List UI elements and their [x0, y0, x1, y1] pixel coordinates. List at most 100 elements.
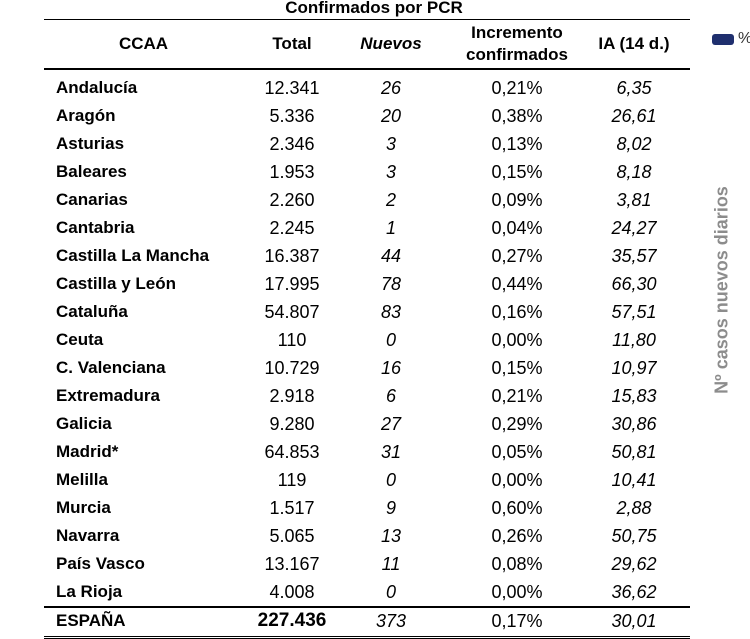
cell-ia: 2,88	[616, 498, 652, 518]
cell-total: 1.517	[269, 498, 315, 518]
cell-ccaa: Cataluña	[56, 302, 128, 321]
cell-ccaa: Navarra	[56, 526, 120, 545]
table-row: Extremadura 2.918 6 0,21% 15,83	[44, 382, 690, 410]
cell-ccaa: Extremadura	[56, 386, 160, 405]
cell-nuevos: 1	[385, 218, 396, 238]
table-row: C. Valenciana 10.729 16 0,15% 10,97	[44, 354, 690, 382]
cell-ccaa: Baleares	[56, 162, 127, 181]
cell-incremento: 0,38%	[491, 106, 543, 126]
cell-total: 119	[277, 470, 307, 490]
header-ia: IA (14 d.)	[598, 34, 670, 53]
table-row: Navarra 5.065 13 0,26% 50,75	[44, 522, 690, 550]
table-row: Aragón 5.336 20 0,38% 26,61	[44, 102, 690, 130]
cell-incremento: 0,44%	[491, 274, 543, 294]
table-row: Canarias 2.260 2 0,09% 3,81	[44, 186, 690, 214]
cell-ia: 26,61	[611, 106, 657, 126]
cell-ccaa: La Rioja	[56, 582, 123, 601]
cell-ccaa: País Vasco	[56, 554, 145, 573]
header-incremento-line1: Incremento	[471, 23, 563, 42]
cell-nuevos: 3	[385, 134, 396, 154]
cell-nuevos: 31	[380, 442, 402, 462]
cell-incremento: 0,29%	[491, 414, 543, 434]
table-row: Castilla La Mancha 16.387 44 0,27% 35,57	[44, 242, 690, 270]
cell-nuevos: 6	[385, 386, 396, 406]
cell-incremento: 0,26%	[491, 526, 543, 546]
total-nuevos: 373	[375, 611, 407, 631]
cell-total: 5.065	[269, 526, 315, 546]
cell-ia: 57,51	[611, 302, 657, 322]
total-ia: 30,01	[611, 611, 657, 631]
cell-ia: 30,86	[611, 414, 657, 434]
cell-incremento: 0,04%	[491, 218, 543, 238]
cell-ccaa: Canarias	[56, 190, 128, 209]
header-incremento: Incremento confirmados	[444, 20, 590, 68]
cell-ia: 3,81	[616, 190, 652, 210]
cell-incremento: 0,15%	[491, 162, 543, 182]
cell-incremento: 0,00%	[491, 582, 543, 602]
cell-total: 110	[277, 330, 307, 350]
cell-total: 10.729	[264, 358, 320, 378]
table-row: Andalucía 12.341 26 0,21% 6,35	[44, 74, 690, 102]
cell-ia: 10,41	[611, 470, 657, 490]
cell-ccaa: Melilla	[56, 470, 108, 489]
cell-ccaa: Murcia	[56, 498, 111, 517]
cell-ia: 8,02	[616, 134, 652, 154]
cell-incremento: 0,13%	[491, 134, 543, 154]
cell-incremento: 0,16%	[491, 302, 543, 322]
cell-nuevos: 2	[385, 190, 396, 210]
cell-ia: 15,83	[611, 386, 657, 406]
cell-ccaa: Andalucía	[56, 78, 138, 97]
table-row: Ceuta 110 0 0,00% 11,80	[44, 326, 690, 354]
cell-ia: 6,35	[616, 78, 652, 98]
table-header: CCAA Total Nuevos Incremento confirmados…	[44, 20, 690, 70]
cell-ccaa: Madrid*	[56, 442, 119, 461]
cell-total: 2.260	[269, 190, 315, 210]
cell-ia: 11,80	[612, 330, 656, 350]
total-row: ESPAÑA 227.436 373 0,17% 30,01	[44, 606, 690, 639]
cell-incremento: 0,60%	[491, 498, 543, 518]
cell-ia: 36,62	[611, 582, 657, 602]
table-row: Madrid* 64.853 31 0,05% 50,81	[44, 438, 690, 466]
side-axis-label-text: Nº casos nuevos diarios	[711, 186, 732, 394]
cell-incremento: 0,08%	[491, 554, 543, 574]
total-total: 227.436	[257, 610, 327, 631]
cell-nuevos: 13	[380, 526, 402, 546]
table-row: Murcia 1.517 9 0,60% 2,88	[44, 494, 690, 522]
header-nuevos: Nuevos	[360, 34, 422, 53]
chart-legend: %	[712, 30, 750, 48]
cell-nuevos: 11	[381, 554, 401, 574]
table-row: Asturias 2.346 3 0,13% 8,02	[44, 130, 690, 158]
cell-nuevos: 83	[380, 302, 402, 322]
cell-total: 17.995	[264, 274, 320, 294]
cell-incremento: 0,09%	[491, 190, 543, 210]
cell-incremento: 0,00%	[491, 330, 543, 350]
cell-total: 9.280	[269, 414, 315, 434]
cell-nuevos: 20	[380, 106, 402, 126]
cell-incremento: 0,27%	[491, 246, 543, 266]
table-row: País Vasco 13.167 11 0,08% 29,62	[44, 550, 690, 578]
cell-ia: 24,27	[611, 218, 657, 238]
cell-ia: 10,97	[611, 358, 657, 378]
cell-incremento: 0,21%	[491, 386, 543, 406]
cell-ccaa: Asturias	[56, 134, 125, 153]
cell-ccaa: Cantabria	[56, 218, 135, 237]
cell-incremento: 0,15%	[491, 358, 543, 378]
cell-nuevos: 16	[380, 358, 402, 378]
cell-total: 54.807	[264, 302, 320, 322]
cell-ia: 66,30	[611, 274, 657, 294]
cell-total: 16.387	[264, 246, 320, 266]
cell-total: 4.008	[269, 582, 315, 602]
table-body: Andalucía 12.341 26 0,21% 6,35 Aragón 5.336 20 0…	[44, 74, 690, 606]
cell-total: 5.336	[269, 106, 315, 126]
cell-total: 13.167	[264, 554, 320, 574]
cell-incremento: 0,00%	[491, 470, 543, 490]
header-total: Total	[272, 34, 312, 53]
cell-ccaa: Galicia	[56, 414, 112, 433]
header-incremento-line2: confirmados	[465, 45, 569, 64]
cell-ia: 50,75	[611, 526, 657, 546]
title-divider	[44, 19, 690, 20]
cell-ccaa: Castilla y León	[56, 274, 176, 293]
cell-total: 2.918	[269, 386, 315, 406]
cell-total: 64.853	[264, 442, 320, 462]
cell-total: 12.341	[264, 78, 320, 98]
